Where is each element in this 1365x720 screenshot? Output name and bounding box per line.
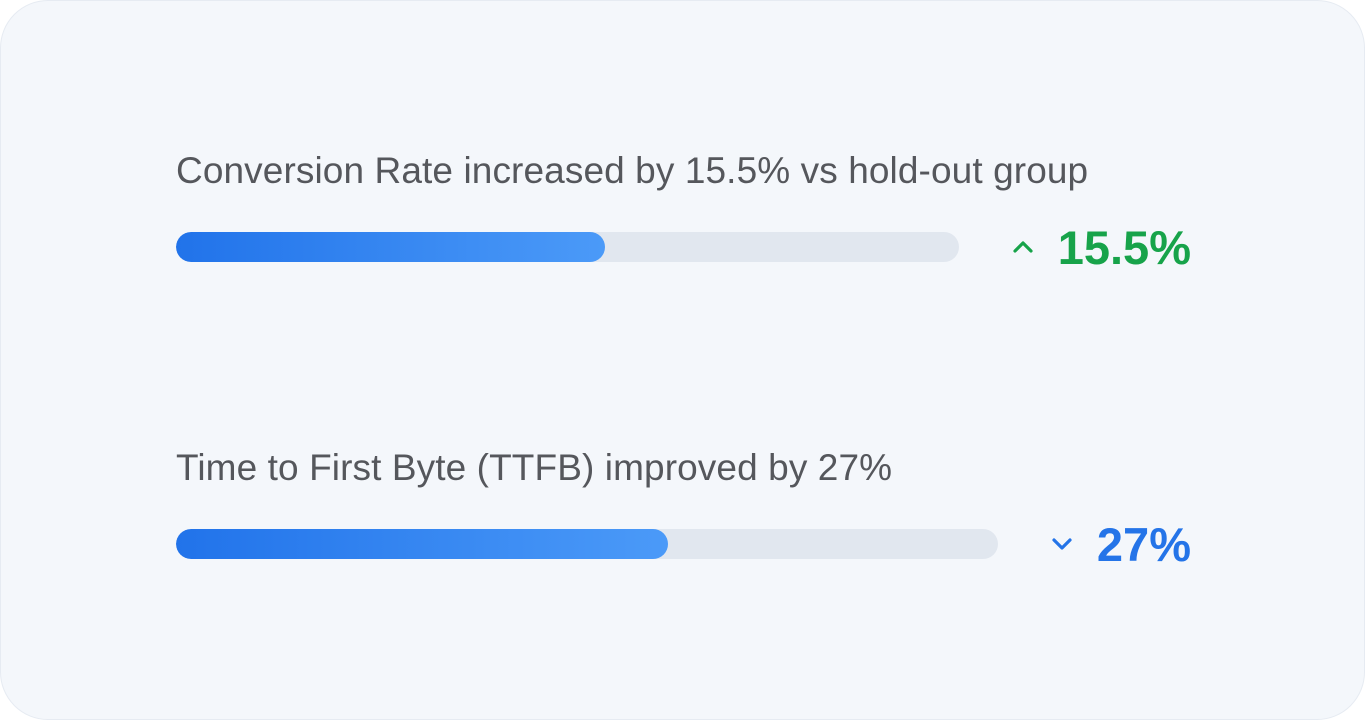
metric-title: Conversion Rate increased by 15.5% vs ho… bbox=[176, 150, 1089, 191]
delta-value: 27% bbox=[1096, 517, 1191, 571]
metric-ttfb: Time to First Byte (TTFB) improved by 27… bbox=[176, 444, 1191, 571]
chevron-down-icon bbox=[1047, 529, 1077, 559]
delta-value: 15.5% bbox=[1057, 220, 1191, 274]
progress-track bbox=[176, 529, 998, 559]
metric-title: Time to First Byte (TTFB) improved by 27… bbox=[176, 447, 893, 488]
progress-track bbox=[176, 232, 959, 262]
delta-indicator: 27% bbox=[1047, 512, 1191, 576]
metric-row: 27% bbox=[176, 512, 1191, 571]
progress-fill bbox=[176, 232, 606, 262]
chevron-up-icon bbox=[1008, 232, 1038, 262]
progress-fill bbox=[176, 529, 669, 559]
metric-conversion-rate: Conversion Rate increased by 15.5% vs ho… bbox=[176, 147, 1191, 274]
metric-row: 15.5% bbox=[176, 215, 1191, 274]
delta-indicator: 15.5% bbox=[1008, 215, 1191, 279]
